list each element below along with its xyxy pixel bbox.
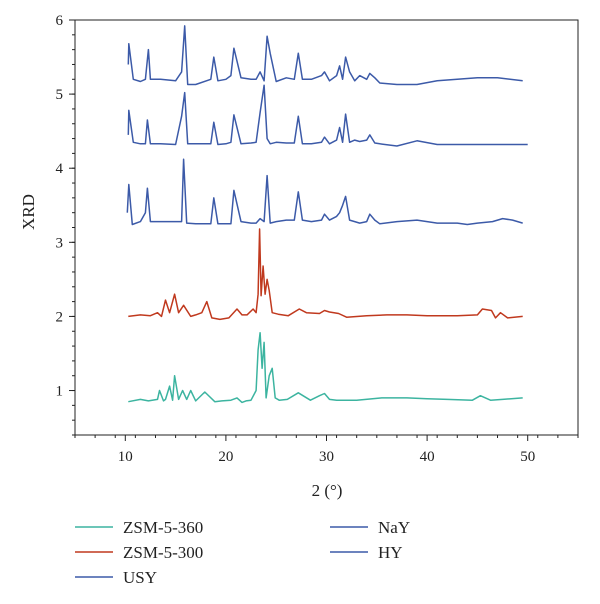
legend-label-nay: NaY xyxy=(378,518,410,537)
legend: ZSM-5-360 ZSM-5-300 USY NaY HY xyxy=(75,518,410,587)
x-axis: 10 20 30 40 50 xyxy=(74,435,579,465)
series-line-hy xyxy=(127,25,523,86)
x-tick-label: 40 xyxy=(420,449,435,465)
legend-label-usy: USY xyxy=(123,568,157,587)
y-axis-title: XRD xyxy=(19,194,38,230)
x-tick-label: 10 xyxy=(118,449,133,465)
series-line-nay xyxy=(127,84,528,147)
y-tick-label: 5 xyxy=(56,87,64,103)
series-line-zsm-5-300 xyxy=(128,228,523,321)
y-tick-label: 1 xyxy=(56,384,64,400)
plot-border xyxy=(74,19,579,436)
y-tick-label: 2 xyxy=(56,309,64,325)
legend-label-hy: HY xyxy=(378,543,403,562)
series-line-usy xyxy=(126,158,523,226)
x-axis-title: 2 (°) xyxy=(312,481,343,500)
legend-label-zsm-5-360: ZSM-5-360 xyxy=(123,518,203,537)
y-tick-label: 6 xyxy=(56,13,64,29)
plot-frame xyxy=(74,19,579,436)
series-line-zsm-5-360 xyxy=(128,331,523,404)
series-layer xyxy=(126,25,528,404)
legend-label-zsm-5-300: ZSM-5-300 xyxy=(123,543,203,562)
x-tick-label: 20 xyxy=(218,449,233,465)
x-tick-label: 50 xyxy=(520,449,535,465)
x-tick-label: 30 xyxy=(319,449,334,465)
y-tick-label: 3 xyxy=(56,235,64,251)
y-tick-label: 4 xyxy=(56,161,64,177)
y-axis: 1 2 3 4 5 6 xyxy=(56,13,75,436)
